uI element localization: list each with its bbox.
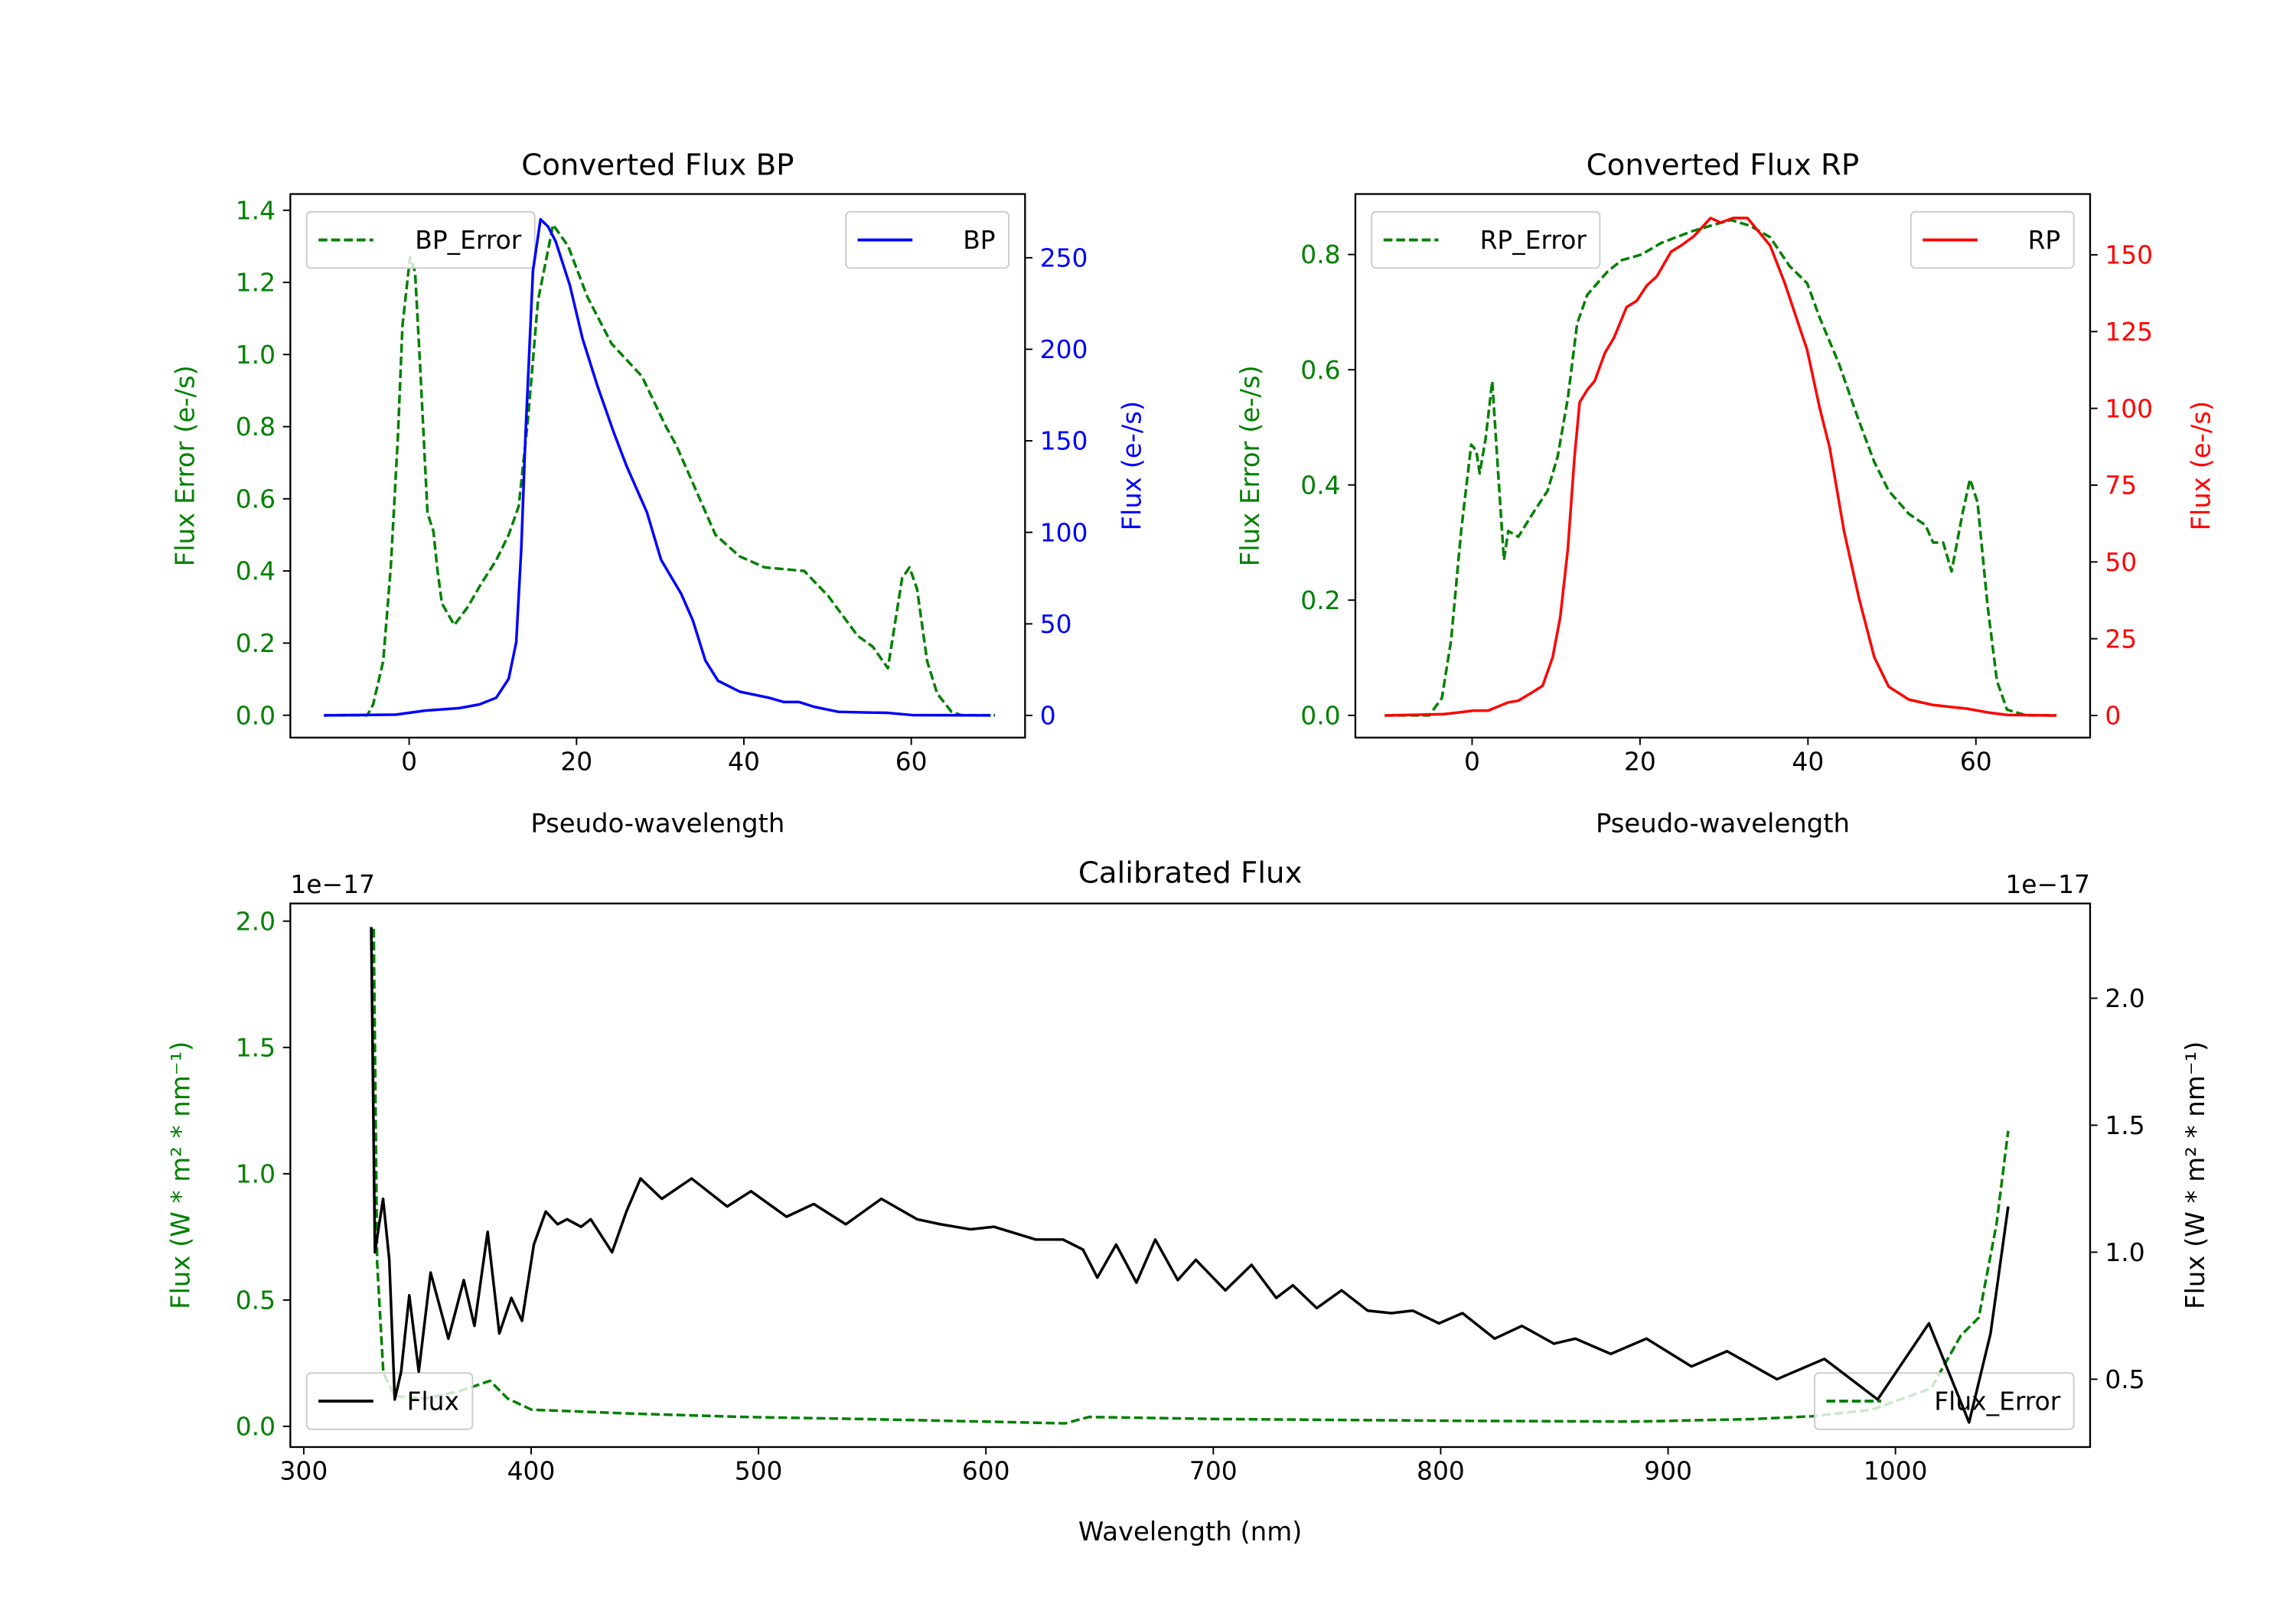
y-right-tick-label: 2.0	[2105, 983, 2144, 1013]
x-tick-label: 60	[1960, 746, 1992, 776]
panel-2: RP_Error RP 0 20 40 60 0.0 0.2 0.4 0.6 0.8 0 25 50 75 1…	[1235, 148, 2216, 838]
y-right-tick-label: 50	[1040, 609, 1072, 639]
x-tick-label: 300	[279, 1456, 328, 1486]
y-left-axis-label: Flux Error (e-/s)	[171, 365, 201, 566]
y-right-axis-label: Flux (e-/s)	[2187, 401, 2216, 531]
plot-area	[1355, 194, 2090, 738]
legend-bp-error: BP_Error	[305, 210, 536, 269]
y-left-tick-label: 0.4	[1300, 470, 1340, 500]
x-tick-label: 400	[507, 1456, 556, 1486]
x-tick-label: 700	[1189, 1456, 1238, 1486]
legend-label: RP	[2028, 225, 2061, 255]
y-right-offset-text: 1e−17	[2005, 869, 2090, 899]
y-right-axis-label: Flux (W * m² * nm⁻¹)	[2180, 1041, 2210, 1309]
y-right-tick-label: 0	[2105, 701, 2121, 731]
y-left-tick-label: 1.0	[236, 340, 276, 370]
y-left-tick-label: 1.0	[236, 1159, 276, 1188]
x-tick-label: 900	[1644, 1456, 1692, 1486]
y-right-tick-label: 0	[1040, 701, 1056, 731]
y-left-offset-text: 1e−17	[290, 869, 375, 899]
x-tick-label: 600	[962, 1456, 1010, 1486]
y-right-tick-label: 200	[1040, 334, 1088, 364]
panel-3: Flux Flux_Error 300 400 500 600 700 800 900 1000 0…	[166, 856, 2210, 1547]
series-flux-line	[370, 927, 2010, 1424]
legend-frame	[305, 210, 536, 269]
x-axis-label: Wavelength (nm)	[1078, 1517, 1302, 1547]
chart-title: Calibrated Flux	[1078, 856, 1303, 891]
y-left-tick-label: 0.0	[236, 700, 276, 730]
plot-area	[290, 194, 1026, 738]
y-left-axis-label: Flux Error (e-/s)	[1235, 365, 1265, 566]
x-tick-label: 1000	[1864, 1456, 1928, 1486]
legend-rp: RP	[1910, 210, 2075, 269]
y-left-tick-label: 1.2	[236, 268, 276, 298]
plot-area	[290, 903, 2090, 1447]
legend-label: RP_Error	[1480, 225, 1587, 255]
y-left-tick-label: 0.2	[1300, 585, 1340, 615]
y-left-tick-label: 0.0	[236, 1412, 276, 1442]
y-right-tick-label: 125	[2105, 317, 2153, 347]
chart-title: Converted Flux RP	[1587, 148, 1860, 182]
y-right-axis-label: Flux (e-/s)	[1117, 401, 1146, 531]
y-right-tick-label: 1.5	[2105, 1110, 2144, 1140]
x-tick-label: 40	[728, 746, 760, 776]
y-left-tick-label: 0.0	[1300, 700, 1340, 730]
legend-frame	[845, 210, 1010, 269]
y-left-tick-label: 0.6	[236, 484, 276, 513]
y-left-tick-label: 1.4	[236, 195, 276, 225]
axes-frame	[289, 193, 1026, 739]
y-left-axis-label: Flux (W * m² * nm⁻¹)	[166, 1041, 196, 1309]
series-bp-line	[324, 217, 991, 717]
y-left-tick-label: 0.2	[236, 628, 276, 658]
y-right-tick-label: 250	[1040, 243, 1088, 272]
y-left-tick-label: 1.5	[236, 1032, 276, 1062]
x-axis-label: Pseudo-wavelength	[1596, 809, 1850, 839]
legend-frame	[1910, 210, 2075, 269]
chart-title: Converted Flux BP	[521, 148, 794, 182]
legend-label: BP_Error	[415, 225, 521, 255]
legend-label: Flux_Error	[1934, 1387, 2060, 1416]
y-left-tick-label: 0.8	[1300, 240, 1340, 269]
y-left-tick-label: 0.4	[236, 556, 276, 586]
series-rp-error-line	[1384, 218, 2057, 717]
y-right-tick-label: 100	[1040, 517, 1088, 547]
legend-flux: Flux	[305, 1372, 474, 1430]
x-tick-label: 0	[1464, 746, 1480, 776]
y-right-tick-label: 25	[2105, 624, 2137, 654]
x-tick-label: 20	[1624, 746, 1656, 776]
axes-frame	[1354, 193, 2092, 739]
y-right-tick-label: 0.5	[2105, 1364, 2144, 1394]
legend-label: Flux	[407, 1387, 459, 1416]
series-rp-line	[1384, 217, 2057, 717]
x-tick-label: 20	[560, 746, 592, 776]
legend-frame	[1814, 1372, 2075, 1430]
legend-rp-error: RP_Error	[1371, 210, 1601, 269]
y-right-tick-label: 50	[2105, 547, 2137, 577]
x-tick-label: 0	[401, 746, 417, 776]
x-tick-label: 60	[895, 746, 928, 776]
axes-frame	[289, 902, 2092, 1449]
legend-frame	[1371, 210, 1601, 269]
y-left-tick-label: 0.8	[236, 412, 276, 442]
legend-frame	[305, 1372, 474, 1430]
legend-flux-error: Flux_Error	[1814, 1372, 2075, 1430]
y-left-tick-label: 0.5	[236, 1285, 276, 1315]
x-axis-label: Pseudo-wavelength	[530, 809, 784, 839]
y-right-tick-label: 150	[2105, 240, 2153, 270]
y-right-tick-label: 1.0	[2105, 1237, 2144, 1267]
y-left-tick-label: 2.0	[236, 906, 276, 936]
y-right-tick-label: 75	[2105, 471, 2137, 500]
legend-label: BP	[963, 225, 995, 255]
y-right-tick-label: 150	[1040, 426, 1088, 456]
y-right-tick-label: 100	[2105, 393, 2153, 423]
y-left-tick-label: 0.6	[1300, 355, 1340, 385]
x-tick-label: 800	[1417, 1456, 1465, 1486]
legend-bp: BP	[845, 210, 1010, 269]
x-tick-label: 500	[735, 1456, 783, 1486]
x-tick-label: 40	[1792, 746, 1824, 776]
panel-1: BP_Error BP 0 20 40 60 0.0 0.2 0.4 0.6 0.8 1.0 1.2 1.…	[171, 148, 1147, 838]
